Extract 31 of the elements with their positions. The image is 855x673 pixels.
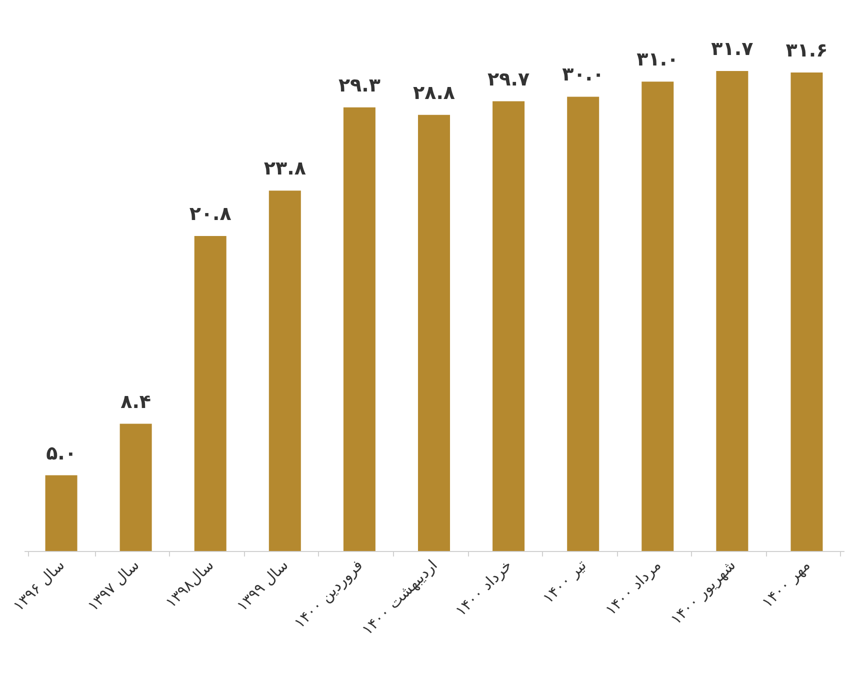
data-label: ۲۰.۸: [189, 203, 232, 226]
x-tick-label: مرداد ۱۴۰۰: [602, 556, 664, 619]
data-label: ۳۱.۶: [786, 40, 828, 62]
data-label: ۳۱.۷: [711, 38, 754, 60]
x-tick-label: شهریور ۱۴۰۰: [666, 556, 740, 628]
bar: [716, 71, 748, 551]
bar: [642, 82, 674, 551]
bar: [790, 72, 823, 551]
data-label: ۳۱.۰: [636, 48, 679, 71]
data-label: ۸.۴: [120, 390, 152, 413]
x-tick-label: مهر ۱۴۰۰: [758, 556, 814, 612]
bar: [120, 424, 152, 551]
bar: [343, 107, 376, 551]
data-label: ۵.۰: [46, 442, 76, 464]
bar: [492, 101, 525, 551]
bar: [194, 236, 226, 551]
data-label: ۲۹.۳: [338, 74, 381, 96]
data-label: ۲۸.۸: [412, 82, 456, 104]
bar: [268, 190, 301, 551]
data-label: ۳۰.۰: [562, 64, 604, 86]
x-tick-label: تیر ۱۴۰۰: [539, 556, 590, 608]
bar: [418, 114, 450, 551]
bar: [567, 96, 600, 551]
data-label: ۲۳.۸: [264, 158, 306, 180]
x-tick-label: سال ۱۳۹۷: [84, 556, 143, 615]
x-tick-label: سال۱۳۹۸: [162, 556, 218, 612]
data-label: ۲۹.۷: [488, 68, 530, 90]
bar: [45, 475, 78, 551]
x-tick-label: سال ۱۳۹۹: [233, 556, 292, 615]
x-tick-label: سال ۱۳۹۶: [9, 556, 68, 615]
x-tick-label: خرداد ۱۴۰۰: [452, 556, 516, 620]
